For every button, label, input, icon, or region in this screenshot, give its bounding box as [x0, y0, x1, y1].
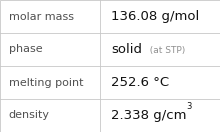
Text: 136.08 g/mol: 136.08 g/mol — [111, 10, 199, 23]
Text: 252.6 °C: 252.6 °C — [111, 76, 169, 89]
Text: density: density — [9, 110, 50, 121]
Text: molar mass: molar mass — [9, 11, 74, 22]
Text: melting point: melting point — [9, 77, 83, 88]
Text: solid: solid — [111, 43, 142, 56]
Text: (at STP): (at STP) — [144, 46, 185, 55]
Text: phase: phase — [9, 44, 42, 55]
Text: 3: 3 — [187, 102, 192, 111]
Text: 2.338 g/cm: 2.338 g/cm — [111, 109, 187, 122]
